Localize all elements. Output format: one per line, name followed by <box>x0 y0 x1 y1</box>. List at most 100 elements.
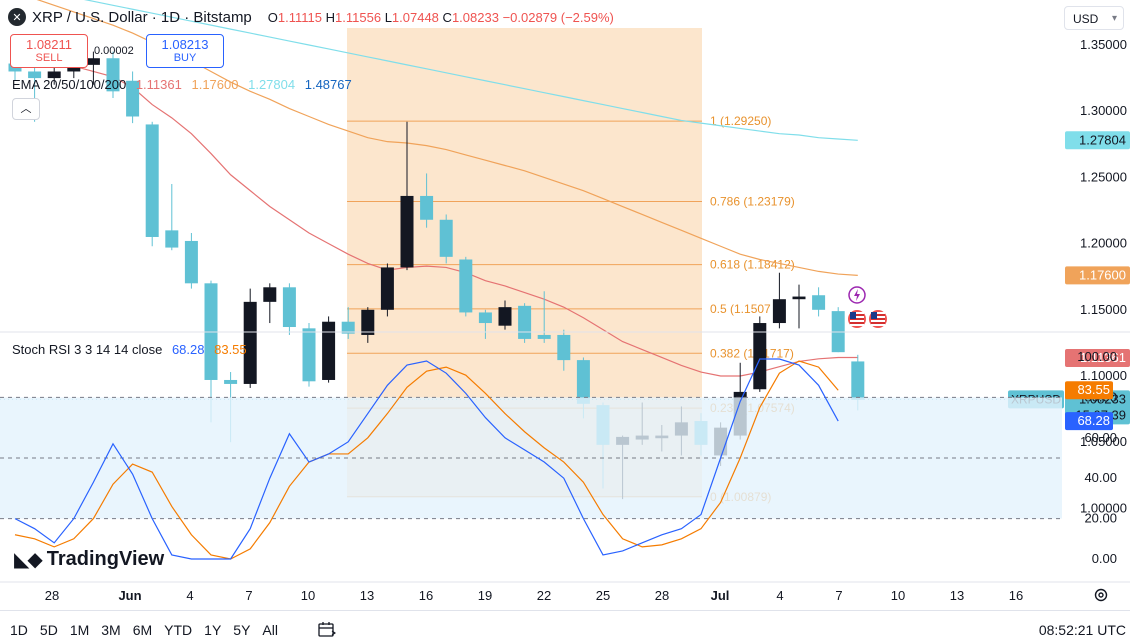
ema20-line <box>14 51 858 377</box>
ema-legend[interactable]: EMA 20/50/100/200 1.11361 1.17600 1.2780… <box>12 77 358 92</box>
candle <box>772 272 786 329</box>
price-axis-tick: 1.30000 <box>1080 103 1127 118</box>
currency-select[interactable]: USD ▾ <box>1064 6 1124 30</box>
range-button-5y[interactable]: 5Y <box>233 622 251 638</box>
stoch-axis-tick: 100.00 <box>1077 349 1117 364</box>
stoch-axis-tick: 40.00 <box>1084 470 1117 485</box>
candle-body <box>812 295 826 310</box>
gear-icon[interactable] <box>1093 587 1109 603</box>
candle <box>792 284 806 329</box>
chevron-up-icon: ︿ <box>20 103 32 115</box>
stoch-axis-tick: 0.00 <box>1092 551 1117 566</box>
candle-body <box>439 219 453 257</box>
time-axis-tick: 16 <box>1009 588 1023 603</box>
ema50-price-label-bg <box>1065 266 1130 285</box>
candle-body <box>576 360 590 404</box>
tradingview-logo[interactable]: ◣◆ TradingView <box>14 547 164 572</box>
candle <box>439 214 453 264</box>
stoch-k-value: 68.28 <box>171 342 205 357</box>
sell-button[interactable]: 1.08211 SELL <box>10 34 88 68</box>
time-axis-tick: 16 <box>419 588 433 603</box>
candle <box>165 184 179 251</box>
range-button-1m[interactable]: 1M <box>69 622 90 638</box>
time-axis-tick: 25 <box>596 588 610 603</box>
candle <box>380 263 394 317</box>
range-button-ytd[interactable]: YTD <box>164 622 193 638</box>
stoch-axis-tick: 60.00 <box>1084 430 1117 445</box>
event-bolt-icon[interactable] <box>846 285 866 305</box>
range-button-all[interactable]: All <box>262 622 278 638</box>
range-button-1d[interactable]: 1D <box>10 622 28 638</box>
calendar-icon[interactable] <box>318 621 337 637</box>
candle <box>361 307 375 343</box>
close-value: 1.08233 <box>451 9 499 25</box>
candle <box>145 121 159 247</box>
candle-body <box>165 230 179 248</box>
fib-level-label: 0.786 (1.23179) <box>710 195 795 209</box>
range-button-3m[interactable]: 3M <box>101 622 121 638</box>
price-axis-tick: 1.20000 <box>1080 236 1127 251</box>
fib-level-label: 1 (1.29250) <box>710 114 771 128</box>
time-axis-tick: 7 <box>245 588 252 603</box>
candle-body <box>341 321 355 334</box>
time-axis-tick: Jun <box>118 588 141 603</box>
ema100-price-label: 1.27804 <box>1079 132 1126 147</box>
ema20-price-label-bg <box>1065 348 1130 367</box>
us-flag-event-icon[interactable] <box>869 310 887 328</box>
time-axis-tick: 13 <box>360 588 374 603</box>
stoch-d-label-bg <box>1065 381 1113 400</box>
utc-clock[interactable]: 08:52:21 UTC <box>1038 622 1126 638</box>
price-axis-tick: 1.15000 <box>1080 302 1127 317</box>
candle <box>537 291 551 343</box>
time-axis-tick: 7 <box>835 588 842 603</box>
candle-body <box>459 259 473 313</box>
range-button-6m[interactable]: 6M <box>132 622 153 638</box>
candle-body <box>126 80 140 117</box>
candle-body <box>67 64 81 72</box>
stoch-rsi-legend[interactable]: Stoch RSI 3 3 14 14 close 68.28 83.55 <box>12 342 253 357</box>
buy-label: BUY <box>173 52 197 64</box>
time-axis-tick: 13 <box>950 588 964 603</box>
high-value: 1.11556 <box>335 9 382 25</box>
candle-body <box>380 267 394 310</box>
candle <box>243 288 257 388</box>
fib-level-label: 0.618 (1.18412) <box>710 258 795 272</box>
candle-body <box>302 328 316 382</box>
sell-label: SELL <box>35 52 63 64</box>
collapse-legend-button[interactable]: ︿ <box>12 98 40 120</box>
price-axis-tick: 1.05000 <box>1080 434 1127 449</box>
candle <box>812 287 826 317</box>
candle-body <box>145 124 159 237</box>
candle <box>459 256 473 317</box>
time-axis-tick: 28 <box>45 588 59 603</box>
time-axis-tick: 22 <box>537 588 551 603</box>
candle <box>302 323 316 387</box>
time-axis-tick: 28 <box>655 588 669 603</box>
candle-body <box>282 287 296 328</box>
candle-body <box>498 307 512 326</box>
buy-button[interactable]: 1.08213 BUY <box>146 34 224 68</box>
candle-body <box>184 240 198 284</box>
range-button-1y[interactable]: 1Y <box>204 622 222 638</box>
fib-level-label: 0.5 (1.1507 <box>710 302 771 316</box>
candle-body <box>361 309 375 335</box>
candle <box>831 307 845 353</box>
candle-body <box>753 323 767 390</box>
symbol-title[interactable]: XRP / U.S. Dollar · 1D · Bitstamp <box>32 8 252 26</box>
us-flag-event-icon[interactable] <box>848 310 866 328</box>
stoch-k-line <box>14 358 839 560</box>
candle <box>263 283 277 324</box>
stoch-d-line <box>14 360 839 560</box>
range-button-5d[interactable]: 5D <box>39 622 58 638</box>
candle <box>106 51 120 98</box>
high-label: H <box>325 9 336 25</box>
change-value: −0.02879 (−2.59%) <box>502 9 614 25</box>
time-axis-tick: 4 <box>776 588 783 603</box>
ema20-price-label: 1.11361 <box>1080 350 1126 365</box>
price-axis-tick: 1.35000 <box>1080 37 1127 52</box>
candle-body <box>518 305 532 339</box>
stoch-k-label-bg <box>1065 412 1113 431</box>
candle-body <box>792 296 806 300</box>
time-axis-tick: 10 <box>301 588 315 603</box>
